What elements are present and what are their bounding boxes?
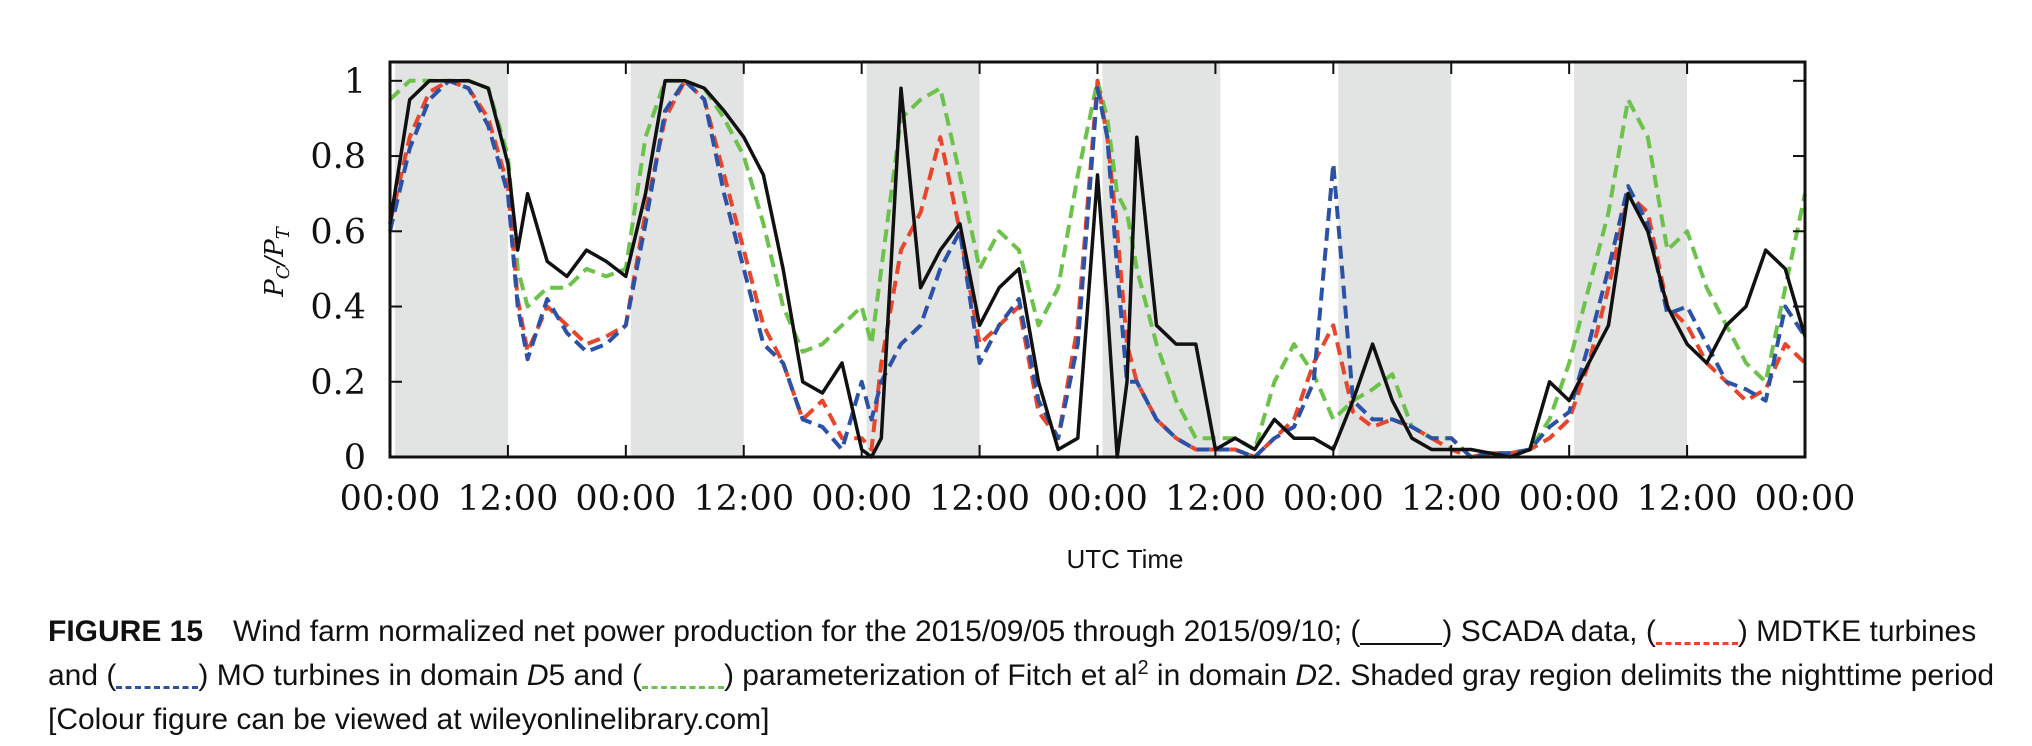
caption-text-6b: 2. Shaded gray region delimits the night… — [48, 659, 1995, 736]
y-axis-title-sub-t: T — [273, 225, 294, 239]
x-axis-title: UTC Time — [1067, 544, 1184, 574]
caption-reference: 2 — [1137, 657, 1149, 679]
y-axis-title-p2: P — [260, 239, 290, 258]
caption-label: FIGURE 15 — [48, 615, 204, 648]
caption-text-4: ) MO turbines in domain — [198, 659, 527, 692]
caption-text-3: ) MDTKE turbines and ( — [48, 615, 1977, 692]
x-tick-label-2: 00:00 — [575, 479, 676, 519]
caption-text-5: ) parameterization of Fitch et al — [723, 659, 1138, 692]
y-axis-title-slash: / — [260, 255, 290, 269]
x-tick-label-3: 12:00 — [693, 479, 794, 519]
night-shading-layer — [394, 62, 1688, 457]
x-tick-label-9: 12:00 — [1401, 479, 1502, 519]
x-tick-label-10: 00:00 — [1519, 479, 1620, 519]
y-tick-label-3: 0.6 — [310, 212, 366, 252]
scada-legend-swatch — [1360, 619, 1443, 645]
caption-text-4b: 5 and ( — [548, 659, 642, 692]
night-region-4 — [1102, 62, 1221, 457]
x-tick-label-5: 12:00 — [929, 479, 1030, 519]
night-region-2 — [630, 62, 744, 457]
caption-domain-d2-letter: D — [1295, 659, 1317, 692]
caption-domain-d5-letter: D — [526, 659, 549, 692]
series-line-3 — [388, 78, 1807, 459]
mo-legend-swatch — [116, 662, 199, 689]
series-layer — [388, 78, 1807, 459]
x-tick-label-7: 12:00 — [1165, 479, 1266, 519]
x-tick-label-1: 12:00 — [457, 479, 558, 519]
x-tick-label-8: 00:00 — [1283, 479, 1384, 519]
tick-layer: 00:00 12:00 00:00 12:00 00:00 12:00 00:00 12:00… — [310, 62, 1855, 519]
mdtke-legend-swatch — [1655, 618, 1738, 645]
x-tick-label-11: 12:00 — [1637, 479, 1738, 519]
y-tick-label-1: 0.2 — [310, 363, 366, 403]
fitch-legend-swatch — [641, 662, 724, 689]
y-axis-title: PC/PT — [260, 225, 294, 298]
night-region-6 — [1574, 62, 1688, 457]
figure-caption: FIGURE 15 Wind farm normalized net power … — [48, 610, 2023, 742]
series-line-1 — [388, 79, 1807, 459]
caption-text-1: Wind farm normalized net power productio… — [233, 615, 1361, 648]
y-axis-title-sub-c: C — [273, 265, 294, 279]
svg-text:PC/PT: PC/PT — [260, 225, 294, 298]
chart: 00:00 12:00 00:00 12:00 00:00 12:00 00:00 12:00… — [260, 60, 1855, 574]
x-tick-label-12: 00:00 — [1755, 479, 1856, 519]
y-axis-title-p1: P — [260, 279, 290, 298]
x-tick-label-6: 00:00 — [1047, 479, 1148, 519]
series-line-2 — [388, 78, 1807, 459]
series-line-4 — [388, 78, 1807, 459]
caption-text-2: ) SCADA data, ( — [1442, 615, 1656, 648]
x-tick-label-0: 00:00 — [340, 479, 441, 519]
y-tick-label-0: 0 — [344, 438, 366, 478]
y-tick-label-4: 0.8 — [310, 137, 366, 177]
caption-text-6: in domain — [1148, 659, 1296, 692]
y-tick-label-2: 0.4 — [310, 288, 366, 328]
y-tick-label-5: 1 — [344, 62, 366, 102]
x-tick-label-4: 00:00 — [811, 479, 912, 519]
